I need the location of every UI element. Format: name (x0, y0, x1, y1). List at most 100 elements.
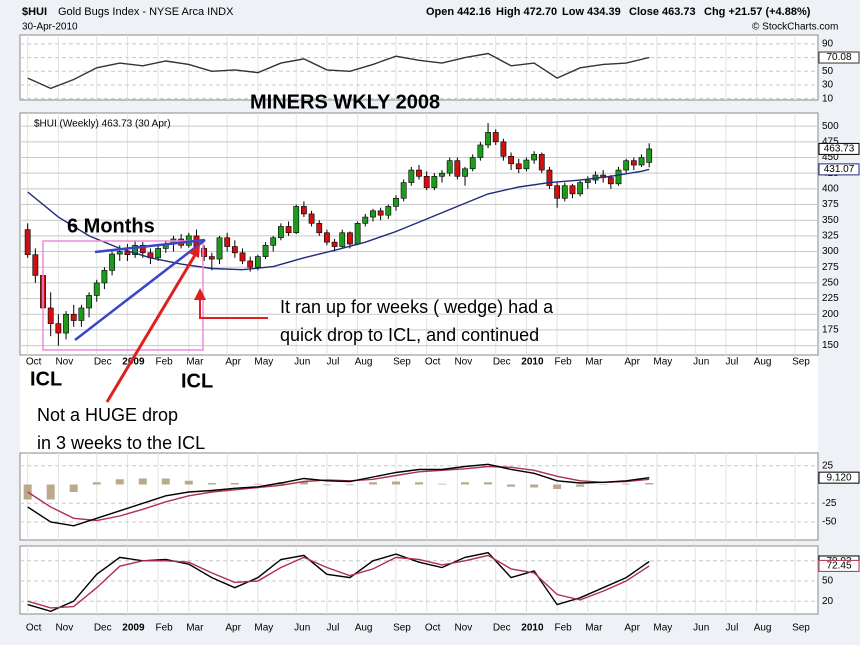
histogram-bar (115, 479, 124, 485)
y-tick-label: 50 (822, 576, 834, 587)
histogram-bar (207, 483, 216, 485)
x-tick-label: Dec (94, 357, 112, 368)
x-tick-label: Nov (55, 623, 73, 634)
candle-body (293, 206, 300, 234)
candle-body (439, 172, 445, 177)
x-tick-label: Feb (155, 357, 173, 368)
y-tick-label: -25 (822, 498, 837, 509)
quote: Close 463.73 (629, 6, 696, 18)
candle-body (139, 244, 146, 254)
candle-body (554, 185, 561, 199)
candle-body (446, 160, 453, 174)
credit: © StockCharts.com (752, 22, 838, 33)
histogram-bar (184, 480, 193, 485)
candle-body (70, 313, 77, 321)
candle-body (646, 148, 653, 163)
candle-body (339, 232, 346, 247)
histogram-bar (345, 484, 354, 486)
x-tick-label: 2010 (521, 623, 544, 634)
x-tick-label: Nov (454, 623, 472, 634)
candle-body (32, 254, 39, 276)
arrow-head (189, 244, 200, 258)
candle-body (86, 295, 92, 309)
histogram-bar (46, 484, 55, 500)
candle-body (308, 213, 315, 224)
x-tick-label: Jun (693, 623, 709, 634)
panel-gap (20, 355, 818, 453)
candle-body (47, 307, 54, 324)
candle-body (607, 177, 614, 185)
histogram-bar (507, 484, 516, 487)
y-tick-label: 10 (822, 93, 834, 104)
arrow (105, 249, 200, 403)
x-tick-label: Apr (225, 357, 241, 368)
quote: Open 442.16 (426, 6, 491, 18)
candle-body (523, 159, 530, 170)
histogram-bar (645, 483, 654, 485)
x-tick-label: Sep (792, 623, 810, 634)
x-tick-label: Jun (294, 623, 310, 634)
histogram-bar (322, 484, 331, 486)
y-tick-label: 200 (822, 309, 839, 320)
candle-body (316, 223, 323, 234)
x-tick-label: May (653, 357, 672, 368)
y-tick-label: 325 (822, 231, 839, 242)
candle-body (101, 270, 108, 284)
candle-body (55, 323, 62, 334)
annotation-note: quick drop to ICL, and continued (280, 325, 539, 345)
series-line (27, 463, 650, 527)
x-tick-label: Feb (554, 357, 572, 368)
y-tick-label: -50 (822, 517, 837, 528)
value-tag (818, 559, 860, 572)
y-tick-label: 20 (822, 596, 834, 607)
x-tick-label: 2009 (122, 357, 145, 368)
y-tick-label: 450 (822, 152, 839, 163)
x-tick-label: Jul (327, 623, 340, 634)
candle-body (546, 169, 553, 187)
y-tick-label: 400 (822, 184, 839, 195)
candle-body (324, 232, 330, 243)
histogram-bar (438, 483, 447, 485)
histogram-bar (92, 482, 101, 485)
value-tag (818, 471, 860, 484)
histogram-bar (415, 482, 423, 485)
x-tick-label: Dec (493, 357, 511, 368)
x-tick-label: Oct (425, 623, 441, 634)
candle-body (423, 176, 430, 188)
value-tag-label: 431.07 (824, 164, 855, 175)
y-tick-label: 250 (822, 278, 839, 289)
candle-body (354, 223, 361, 245)
candle-body (262, 244, 269, 257)
candle-body (377, 210, 384, 216)
annotation-period: 6 Months (67, 215, 155, 237)
y-tick-label: 500 (822, 121, 839, 132)
candle-body (477, 144, 484, 158)
quote: Low 434.39 (562, 6, 621, 18)
value-tag-label: 72.45 (826, 561, 851, 572)
y-tick-label: 225 (822, 293, 839, 304)
date: 30-Apr-2010 (22, 22, 78, 33)
x-tick-label: Dec (94, 623, 112, 634)
x-tick-label: Oct (26, 623, 42, 634)
arrow (199, 296, 268, 319)
value-tag-label: 9.120 (826, 472, 851, 483)
candle-body (239, 252, 246, 262)
candle-body (247, 260, 254, 268)
candle-body (385, 206, 392, 216)
y-tick-label: 300 (822, 246, 839, 257)
value-tag (818, 142, 860, 155)
histogram-bar (622, 483, 631, 485)
histogram-bar (576, 484, 585, 487)
x-tick-label: 2009 (122, 623, 145, 634)
x-tick-label: Sep (792, 357, 810, 368)
candle-body (408, 169, 415, 183)
candle-body (93, 282, 100, 296)
histogram-bar (391, 481, 400, 485)
value-tag-label: 463.73 (824, 144, 855, 155)
histogram-bar (553, 484, 562, 489)
x-tick-label: Aug (754, 357, 772, 368)
x-tick-label: Mar (585, 623, 603, 634)
candle-body (124, 251, 131, 255)
candle-body (531, 154, 537, 161)
